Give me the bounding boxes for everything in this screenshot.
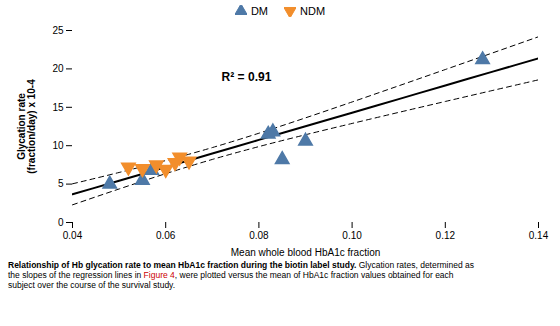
svg-text:Mean whole blood HbA1c fractio: Mean whole blood HbA1c fraction xyxy=(231,247,381,258)
svg-text:10: 10 xyxy=(52,140,64,151)
svg-text:0.08: 0.08 xyxy=(249,230,269,241)
svg-text:0.14: 0.14 xyxy=(529,230,549,241)
html-text:subject over the course of the: subject over the course of the survival … xyxy=(8,280,176,291)
svg-text:0.10: 0.10 xyxy=(342,230,362,241)
html-text:Relationship of Hb glycation r: Relationship of Hb glycation rate to mea… xyxy=(8,260,474,270)
html-text:the slopes of the regression l: the slopes of the regression lines in Fi… xyxy=(8,270,454,281)
svg-text:Glycation rate(fraction/day) x: Glycation rate(fraction/day) x 10-4 xyxy=(16,79,37,174)
svg-text:0: 0 xyxy=(58,217,64,228)
html-text:NDM: NDM xyxy=(300,4,326,17)
svg-text:25: 25 xyxy=(52,25,64,36)
svg-text:15: 15 xyxy=(52,102,64,113)
svg-text:0.04: 0.04 xyxy=(63,230,83,241)
svg-text:R² = 0.91: R² = 0.91 xyxy=(222,70,272,84)
html-text:DM: DM xyxy=(250,4,268,17)
svg-text:0.06: 0.06 xyxy=(156,230,176,241)
svg-text:5: 5 xyxy=(58,178,64,189)
svg-text:0.12: 0.12 xyxy=(436,230,456,241)
svg-text:20: 20 xyxy=(52,63,64,74)
